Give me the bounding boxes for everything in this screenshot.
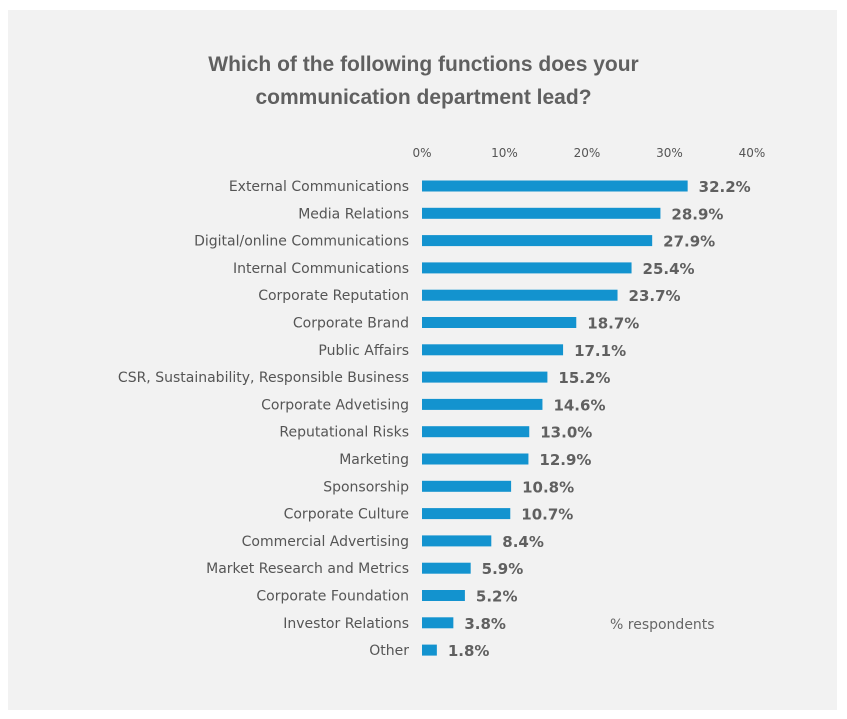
bar: [422, 535, 492, 547]
value-label: 25.4%: [643, 260, 695, 278]
category-label: Investor Relations: [283, 616, 409, 632]
value-label: 17.1%: [574, 342, 626, 360]
value-label: 27.9%: [663, 233, 715, 251]
category-label: Corporate Brand: [293, 316, 409, 332]
bar: [422, 317, 577, 328]
category-label: Corporate Foundation: [256, 589, 409, 605]
bar: [422, 398, 543, 410]
bar: [422, 562, 471, 574]
value-label: 15.2%: [558, 369, 610, 387]
chart-title: Which of the following functions does yo…: [0, 48, 847, 114]
value-label: 14.6%: [553, 396, 605, 414]
bar: [422, 644, 437, 656]
category-label: Digital/online Communications: [194, 234, 409, 250]
category-label: External Communications: [229, 179, 409, 195]
category-label: Market Research and Metrics: [206, 561, 409, 577]
category-label: Marketing: [339, 452, 409, 468]
bar: [422, 207, 661, 219]
bar: [422, 590, 465, 601]
x-tick-label: 10%: [491, 146, 518, 160]
x-tick-label: 0%: [412, 146, 431, 160]
category-label: CSR, Sustainability, Responsible Busines…: [118, 370, 409, 386]
category-label: Corporate Culture: [284, 507, 409, 523]
category-label: Reputational Risks: [279, 425, 409, 441]
value-label: 5.9%: [482, 560, 524, 578]
bar: [422, 617, 454, 629]
bar: [422, 235, 653, 247]
bar: [422, 426, 530, 438]
x-tick-label: 30%: [656, 146, 683, 160]
value-label: 3.8%: [464, 615, 506, 633]
bar: [422, 262, 632, 274]
value-label: 28.9%: [671, 205, 723, 223]
category-label: Commercial Advertising: [242, 534, 409, 550]
bar: [422, 180, 688, 192]
bar: [422, 480, 512, 492]
chart-title-line-1: Which of the following functions does yo…: [208, 53, 639, 76]
value-label: 10.8%: [522, 478, 574, 496]
category-label: Media Relations: [298, 206, 409, 222]
value-label: 23.7%: [629, 287, 681, 305]
value-label: 5.2%: [476, 588, 518, 606]
value-label: 12.9%: [539, 451, 591, 469]
value-label: 13.0%: [540, 424, 592, 442]
category-label: Corporate Reputation: [258, 288, 409, 304]
value-label: 18.7%: [587, 315, 639, 333]
category-label: Corporate Advetising: [261, 397, 409, 413]
value-label: 8.4%: [502, 533, 544, 551]
category-label: Sponsorship: [323, 479, 409, 495]
value-label: 1.8%: [448, 642, 490, 660]
bar: [422, 289, 618, 301]
bar: [422, 344, 564, 356]
bar: [422, 453, 529, 465]
x-tick-label: 20%: [574, 146, 601, 160]
category-label: Other: [369, 643, 409, 659]
category-label: Internal Communications: [233, 261, 409, 277]
category-label: Public Affairs: [318, 343, 409, 359]
x-tick-label: 40%: [739, 146, 766, 160]
value-label: 32.2%: [699, 178, 751, 196]
bar: [422, 371, 548, 383]
bar: [422, 508, 511, 520]
chart-title-line-2: communication department lead?: [255, 86, 592, 109]
value-label: 10.7%: [521, 506, 573, 524]
respondents-note: % respondents: [610, 617, 715, 633]
